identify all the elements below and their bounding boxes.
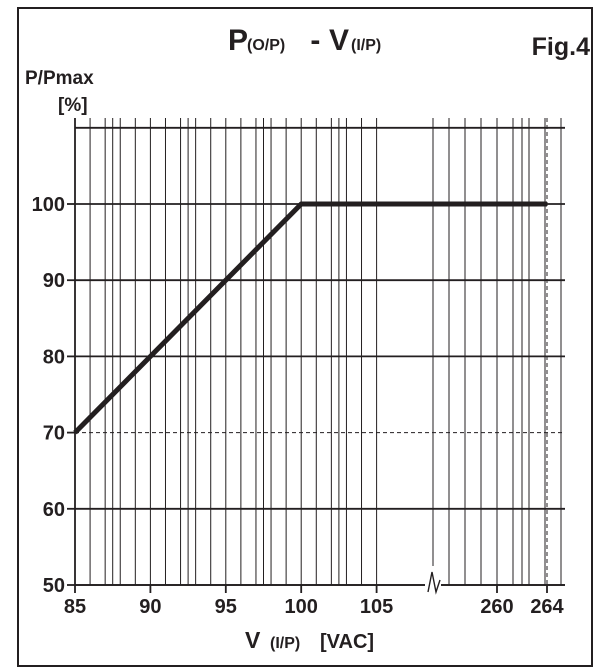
y-axis-label: P/Pmax — [25, 68, 94, 89]
title-dash: - — [302, 24, 329, 57]
x-tick-label: 260 — [480, 596, 513, 618]
title-p: P — [228, 24, 248, 57]
x-tick-label: 264 — [530, 596, 564, 618]
x-axis-label-v: V — [245, 627, 261, 652]
title-v-subscript: (I/P) — [351, 37, 381, 54]
x-tick-label: 105 — [360, 596, 393, 618]
figure-label: Fig.4 — [532, 33, 590, 61]
x-axis-unit: [VAC] — [320, 631, 374, 652]
series-line — [73, 201, 547, 435]
y-tick-label: 90 — [43, 270, 65, 292]
x-tick-label: 95 — [215, 596, 237, 618]
y-tick-label: 50 — [43, 575, 65, 597]
x-axis-label-subscript: (I/P) — [270, 635, 300, 652]
x-tick-label: 85 — [64, 596, 86, 618]
axis-break-symbol — [427, 571, 441, 595]
y-tick-label: 100 — [32, 194, 65, 216]
y-tick-label: 80 — [43, 346, 65, 368]
y-tick-label: 60 — [43, 499, 65, 521]
title-p-subscript: (O/P) — [247, 37, 285, 54]
y-tick-label: 70 — [43, 423, 65, 445]
title-v: V — [329, 24, 349, 57]
x-tick-label: 90 — [139, 596, 161, 618]
y-axis-unit: [%] — [58, 95, 88, 116]
x-tick-label: 100 — [285, 596, 318, 618]
chart: P (O/P) - V (I/P) Fig.4 P/Pmax [%] 50 60 7… — [25, 24, 590, 652]
